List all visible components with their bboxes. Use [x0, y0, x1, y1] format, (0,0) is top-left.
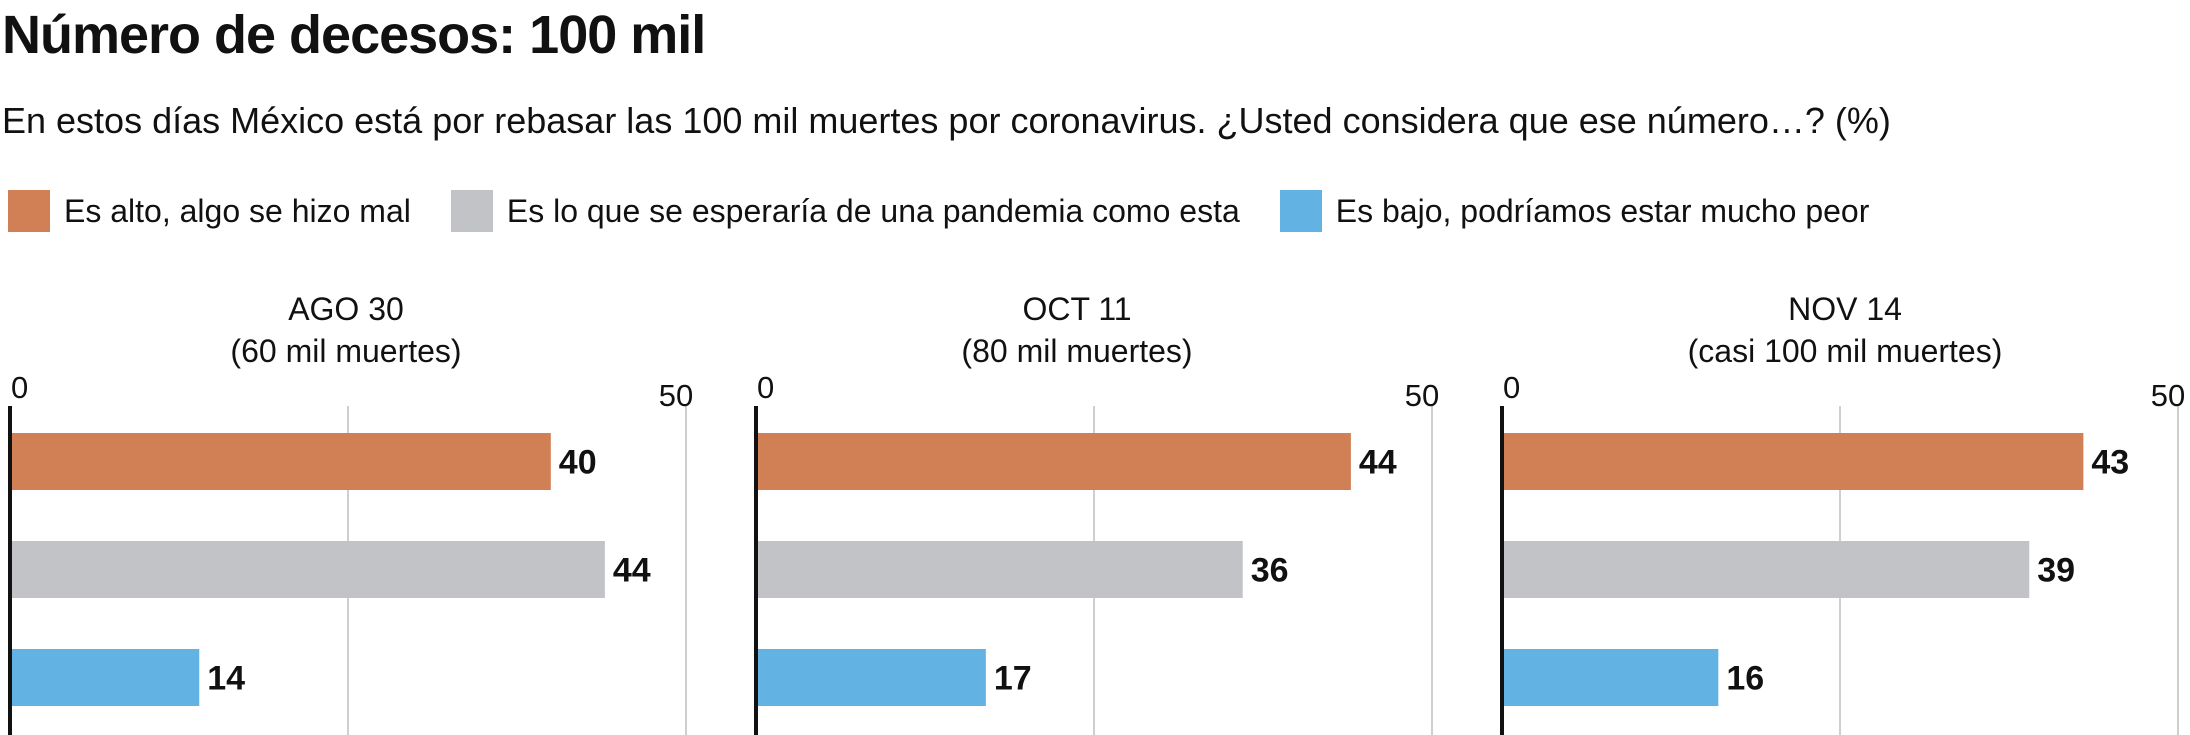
bar-esperado	[11, 541, 605, 598]
panel-date: OCT 11	[1022, 291, 1132, 327]
legend-label-bajo: Es bajo, podríamos estar mucho peor	[1335, 192, 1870, 229]
legend-item-esperado: Es lo que se esperaría de una pandemia c…	[450, 190, 1240, 232]
legend-label-esperado: Es lo que se esperaría de una pandemia c…	[506, 192, 1240, 229]
value-label-bajo: 17	[994, 660, 1032, 698]
bar-bajo	[11, 649, 200, 706]
value-label-esperado: 36	[1251, 552, 1289, 590]
bar-esperado	[1503, 541, 2030, 598]
panel-deaths: (80 mil muertes)	[961, 333, 1193, 369]
value-label-esperado: 44	[613, 552, 651, 590]
tick-label-min: 0	[757, 370, 774, 405]
panel-deaths: (casi 100 mil muertes)	[1687, 333, 2003, 369]
tick-label-max: 50	[659, 378, 693, 413]
legend-swatch-esperado	[450, 190, 493, 232]
bar-bajo	[1503, 649, 1719, 706]
bar-chart-nov-14: 0 50 43 39 16	[1500, 370, 2185, 735]
panel-deaths: (60 mil muertes)	[230, 333, 462, 369]
panel-title: AGO 30 (60 mil muertes)	[230, 288, 461, 372]
legend-item-bajo: Es bajo, podríamos estar mucho peor	[1279, 190, 1870, 232]
bar-esperado	[757, 541, 1243, 598]
tick-label-max: 50	[2151, 378, 2185, 413]
panel-date: AGO 30	[288, 291, 404, 327]
chart-subtitle: En estos días México está por rebasar la…	[2, 100, 1891, 141]
bar-alto	[1503, 433, 2084, 490]
value-label-alto: 40	[559, 444, 597, 482]
legend: Es alto, algo se hizo mal Es lo que se e…	[8, 190, 1909, 232]
panel-title: NOV 14 (casi 100 mil muertes)	[1688, 288, 2003, 372]
chart-title: Número de decesos: 100 mil	[2, 5, 706, 65]
tick-label-min: 0	[11, 370, 28, 405]
value-label-bajo: 16	[1726, 660, 1764, 698]
panel-title: OCT 11 (80 mil muertes)	[961, 288, 1192, 372]
panel-oct-11: OCT 11 (80 mil muertes) 0 50 44 36 17	[746, 288, 1446, 735]
bar-bajo	[757, 649, 986, 706]
panel-date: NOV 14	[1788, 291, 1902, 327]
value-label-alto: 43	[2091, 444, 2129, 482]
legend-swatch-alto	[8, 190, 50, 232]
legend-swatch-bajo	[1279, 190, 1322, 232]
tick-label-min: 0	[1503, 370, 1520, 405]
tick-label-max: 50	[1405, 378, 1439, 413]
value-label-esperado: 39	[2037, 552, 2075, 590]
panel-nov-14: NOV 14 (casi 100 mil muertes) 0 50 43 39 16	[1492, 288, 2190, 735]
legend-item-alto: Es alto, algo se hizo mal	[8, 190, 411, 232]
bar-chart-ago-30: 0 50 40 44 14	[8, 370, 693, 735]
value-label-alto: 44	[1359, 444, 1397, 482]
panel-ago-30: AGO 30 (60 mil muertes) 0 50 40 44 14	[0, 288, 700, 735]
legend-label-alto: Es alto, algo se hizo mal	[64, 192, 411, 229]
value-label-bajo: 14	[207, 660, 245, 698]
bar-alto	[757, 433, 1351, 490]
bar-alto	[11, 433, 551, 490]
